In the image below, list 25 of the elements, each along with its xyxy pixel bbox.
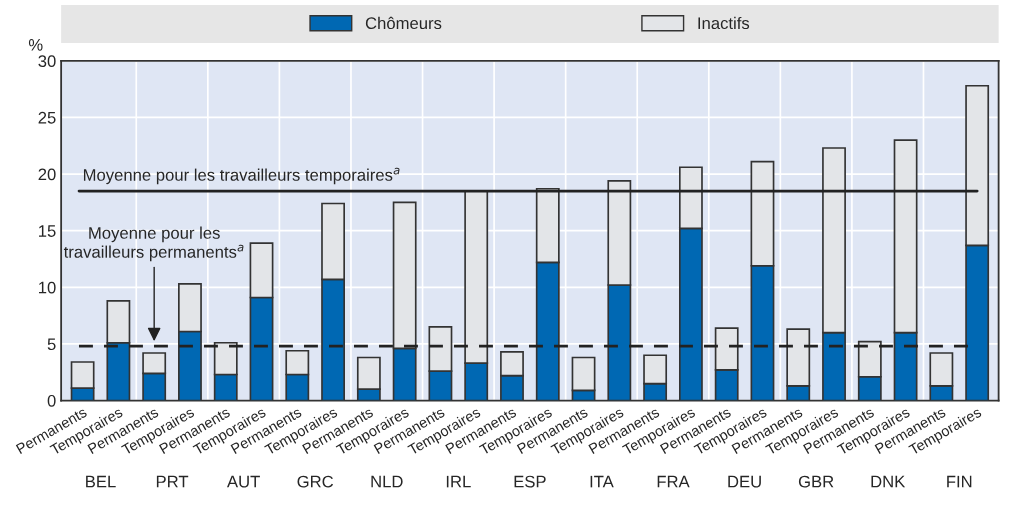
text: IRL bbox=[446, 475, 471, 488]
y-tick-label: 10 bbox=[39, 281, 56, 294]
y-tick-label: 25 bbox=[38, 111, 56, 124]
text: GRC bbox=[297, 475, 334, 488]
text: BEL bbox=[86, 475, 116, 488]
y-tick-label: 20 bbox=[38, 168, 56, 181]
text: PRT bbox=[156, 475, 189, 488]
legend-label: Chômeurs bbox=[365, 16, 442, 30]
text: DNK bbox=[871, 475, 906, 488]
y-tick-label: 15 bbox=[39, 225, 56, 237]
text: FIN bbox=[947, 475, 972, 488]
text: ITA bbox=[590, 475, 614, 488]
text: GBR bbox=[798, 475, 834, 488]
legend-label: Inactifs bbox=[698, 16, 750, 30]
y-tick-label: 30 bbox=[38, 55, 56, 68]
y-tick-label: 0 bbox=[47, 394, 56, 407]
text: ESP bbox=[514, 475, 546, 488]
ref-line-label: Moyenne pour les travailleurs temporaires$^{a}$ bbox=[83, 167, 400, 185]
y-tick-label: 5 bbox=[47, 338, 56, 351]
text: FRA bbox=[657, 475, 690, 488]
y-axis-title: % bbox=[28, 39, 43, 51]
text: DEU bbox=[728, 475, 761, 488]
ref-line-label: Moyenne pour les travailleurs permanents$^{a}$ bbox=[63, 226, 244, 262]
text: NLD bbox=[371, 475, 403, 488]
text: AUT bbox=[226, 475, 260, 488]
